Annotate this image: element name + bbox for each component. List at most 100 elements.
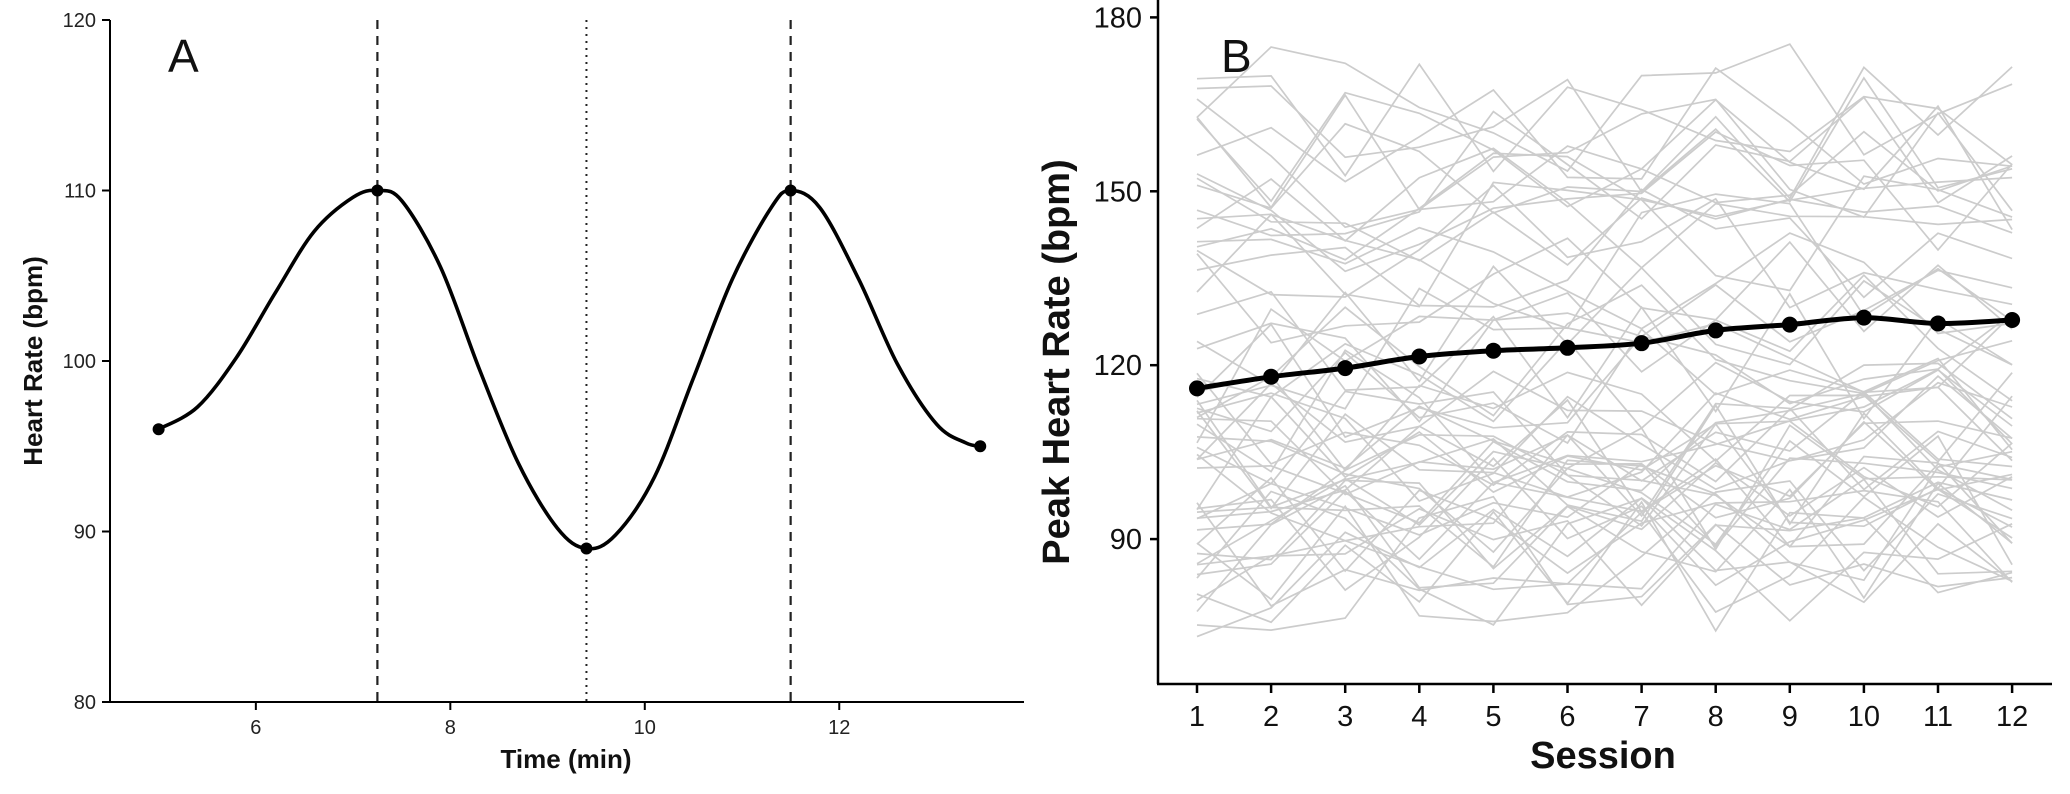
panel-b-mean-point xyxy=(1411,348,1428,365)
panel-b-individual-line xyxy=(1196,98,2013,229)
panel-b-mean-point xyxy=(1189,380,1205,397)
panel-b-individual-line xyxy=(1196,193,2013,330)
panel-b-individual-line xyxy=(1196,62,2013,178)
panel-b-individual-line xyxy=(1196,398,2013,519)
panel-a-x-tick-label: 8 xyxy=(445,717,456,739)
panel-a-heart-rate-curve xyxy=(156,188,982,551)
panel-b-individual-line xyxy=(1196,457,2013,548)
panel-a-reference-lines xyxy=(376,20,792,702)
panel-b-individual-line xyxy=(1196,290,2013,421)
panel-a-label: A xyxy=(168,30,199,82)
panel-b-individual-line xyxy=(1196,76,2013,203)
panel-a-axes xyxy=(109,20,1024,703)
panel-b-individual-line xyxy=(1196,96,2013,237)
panel-a-x-axis-title: Time (min) xyxy=(501,744,632,774)
panel-b-mean-point xyxy=(1559,339,1576,356)
panel-b-y-tick-label: 180 xyxy=(1094,2,1142,34)
panel-b-x-tick-label: 2 xyxy=(1263,701,1279,733)
panel-b-individual-line xyxy=(1196,284,2013,419)
panel-b-y-axis-title: Peak Heart Rate (bpm) xyxy=(1036,159,1078,564)
panel-b-individual-line xyxy=(1196,312,2013,439)
panel-b-x-tick-label: 1 xyxy=(1189,701,1205,733)
panel-b-individual-line xyxy=(1196,152,2013,261)
panel-b-x-tick-label: 11 xyxy=(1923,701,1953,733)
panel-a-point xyxy=(152,423,165,436)
panel-a-y-tick-label: 120 xyxy=(63,10,96,32)
panel-a-points xyxy=(152,184,987,555)
panel-b-x-ticks: 1 2 3 4 5 6 7 8 9 10 11 12 xyxy=(1189,684,2028,733)
panel-b-x-tick-label: 10 xyxy=(1848,701,1880,733)
panel-b-individual-line xyxy=(1196,43,2013,173)
panel-b-x-tick-label: 5 xyxy=(1485,701,1501,733)
panel-b-axes xyxy=(1156,0,2052,686)
panel-b-individual-line xyxy=(1196,455,2013,576)
panel-b-x-tick-label: 3 xyxy=(1337,701,1353,733)
panel-b-mean-points xyxy=(1189,309,2021,397)
panel-b-x-tick-label: 6 xyxy=(1559,701,1575,733)
panel-b-individual-line xyxy=(1196,287,2013,410)
panel-b-mean-point xyxy=(1485,342,1502,359)
panel-b-individual-line xyxy=(1196,424,2013,554)
panel-b-x-axis-title: Session xyxy=(1530,735,1676,777)
panel-b-mean-point xyxy=(1930,315,1946,332)
panel-b-mean-point xyxy=(2004,311,2021,328)
panel-b-y-tick-label: 90 xyxy=(1110,524,1142,556)
panel-b-y-tick-label: 150 xyxy=(1094,176,1142,208)
panel-b-individual-line xyxy=(1196,226,2013,335)
panel-a-y-tick-label: 80 xyxy=(74,692,96,714)
panel-b-x-tick-label: 12 xyxy=(1996,701,2028,733)
panel-b-individual-line xyxy=(1196,478,2013,591)
panel-b-label: B xyxy=(1221,30,1252,82)
panel-b-individual-line xyxy=(1196,328,2013,451)
panel-b-mean-line xyxy=(1194,315,2015,391)
panel-a: A 80 90 100 110 120 6 8 10 12 Time (min) Heart … xyxy=(18,10,1024,774)
panel-b-mean-point xyxy=(1633,335,1650,352)
panel-b-x-tick-label: 8 xyxy=(1708,701,1724,733)
panel-b-individual-line xyxy=(1196,177,2013,266)
panel-b-individual-line xyxy=(1196,497,2013,638)
panel-a-x-tick-label: 12 xyxy=(828,717,850,739)
panel-b-individual-line xyxy=(1196,66,2013,214)
panel-b-individual-lines xyxy=(1196,43,2013,638)
panel-b-y-tick-label: 120 xyxy=(1094,350,1142,382)
panel-b-individual-line xyxy=(1196,480,2013,623)
panel-b-individual-line xyxy=(1196,500,2013,633)
panel-b-individual-line xyxy=(1196,392,2013,524)
panel-b-individual-line xyxy=(1196,434,2013,566)
panel-b-mean-point xyxy=(1263,368,1280,385)
panel-b-mean-point xyxy=(1707,322,1724,339)
panel-b-individual-line xyxy=(1196,433,2013,548)
panel-a-point xyxy=(580,542,593,555)
panel-b-individual-line xyxy=(1196,399,2013,528)
panel-b-individual-line xyxy=(1196,390,2013,528)
panel-a-x-ticks: 6 8 10 12 xyxy=(250,702,850,739)
panel-b-individual-line xyxy=(1196,265,2013,387)
panel-a-y-tick-label: 100 xyxy=(63,351,96,373)
panel-a-point xyxy=(784,184,797,197)
panel-b-individual-line xyxy=(1196,374,2013,502)
panel-b-individual-line xyxy=(1196,188,2013,308)
panel-a-y-axis-title: Heart Rate (bpm) xyxy=(18,256,48,465)
panel-b-individual-line xyxy=(1196,496,2013,614)
panel-b-individual-line xyxy=(1196,175,2013,308)
panel-b-individual-line xyxy=(1196,362,2013,487)
panel-b-mean-point xyxy=(1781,316,1798,333)
panel-a-point xyxy=(371,184,384,197)
panel-b-mean-point xyxy=(1855,309,1872,326)
panel-b-individual-line xyxy=(1196,490,2013,626)
panel-b-x-tick-label: 9 xyxy=(1782,701,1798,733)
panel-b-y-ticks: 90 120 150 180 xyxy=(1094,2,1158,556)
panel-a-y-tick-label: 90 xyxy=(74,522,96,544)
panel-b-individual-line xyxy=(1196,93,2013,231)
panel-a-y-tick-label: 110 xyxy=(64,181,96,203)
panel-a-x-tick-label: 6 xyxy=(250,717,261,739)
panel-a-y-ticks: 80 90 100 110 120 xyxy=(63,10,110,714)
panel-b-individual-line xyxy=(1196,495,2013,631)
panel-b-mean-point xyxy=(1337,360,1354,377)
panel-b-x-tick-label: 4 xyxy=(1411,701,1427,733)
panel-b-individual-line xyxy=(1196,370,2013,462)
panel-b-individual-line xyxy=(1196,91,2013,208)
panel-a-point xyxy=(974,440,987,453)
panel-b-individual-line xyxy=(1196,450,2013,582)
